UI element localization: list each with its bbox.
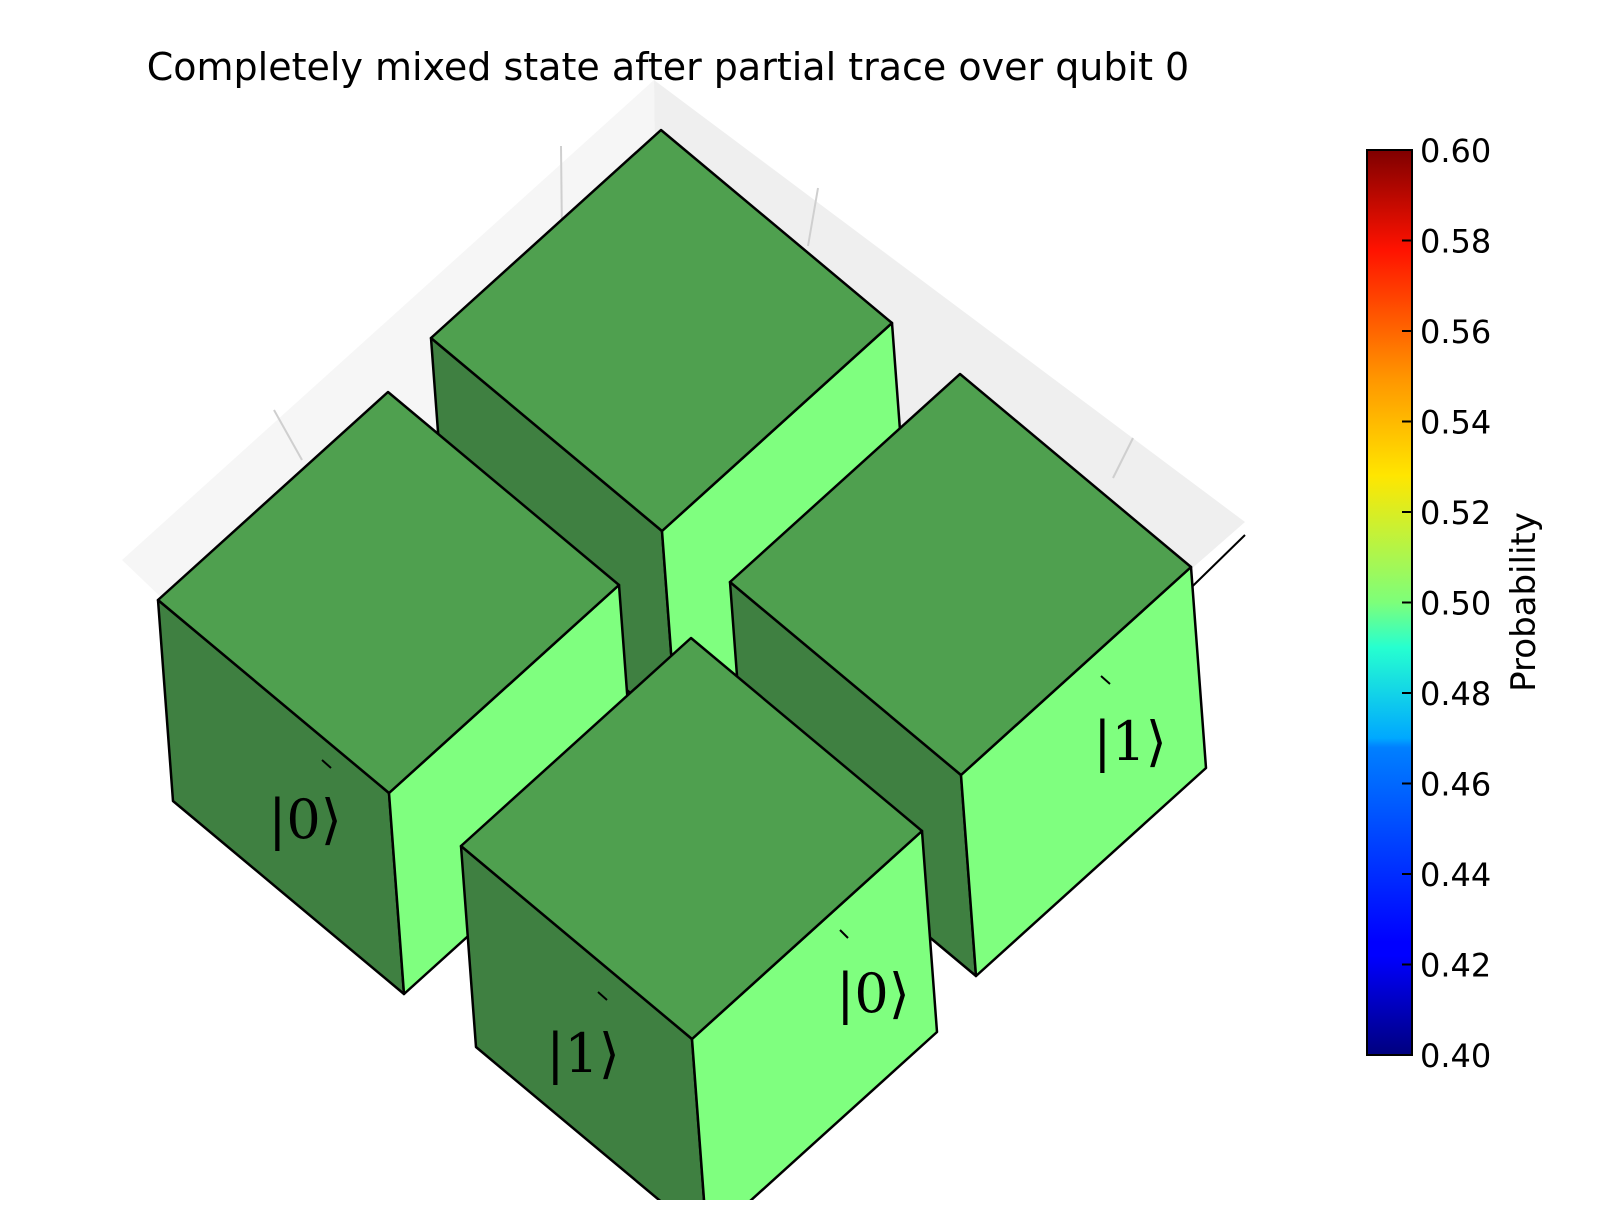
- colorbar-tick-label: 0.48: [1420, 675, 1491, 713]
- colorbar-tick-label: 0.60: [1420, 132, 1491, 170]
- bar-top: [459, 636, 924, 1041]
- colorbar-tick-label: 0.46: [1420, 766, 1491, 804]
- x-tick: [597, 991, 608, 1001]
- bars-layer: [156, 128, 1208, 1205]
- colorbar-tick-label: 0.56: [1420, 313, 1491, 351]
- colorbar-tick-label: 0.40: [1420, 1037, 1491, 1075]
- y-ticklabel-1: |1⟩: [1093, 710, 1167, 773]
- bar-top: [728, 372, 1193, 777]
- colorbar-ticks: 0.40 0.42 0.44 0.46 0.48 0.50 0.52 0.54 0.56 0.58…: [1402, 132, 1491, 1075]
- ticks-layer: |0⟩ |1⟩ |0⟩ |1⟩: [268, 675, 1167, 1085]
- colorbar-tick-label: 0.42: [1420, 947, 1491, 985]
- colorbar-tick-label: 0.50: [1420, 585, 1491, 623]
- x-ticklabel-0: |0⟩: [268, 788, 342, 851]
- pane-gridline: [273, 409, 303, 461]
- pane-gridline: [1112, 437, 1134, 479]
- colorbar-tick-label: 0.54: [1420, 404, 1491, 442]
- colorbar-tick-label: 0.58: [1420, 223, 1491, 261]
- bar-top: [429, 128, 894, 533]
- colorbar-tick-label: 0.52: [1420, 494, 1491, 532]
- x-ticklabel-1: |1⟩: [546, 1022, 620, 1085]
- pane-gridline: [807, 187, 819, 247]
- bar-top: [156, 390, 621, 795]
- colorbar: 0.40 0.42 0.44 0.46 0.48 0.50 0.52 0.54 0.56 0.58…: [1366, 132, 1544, 1075]
- x-tick: [321, 759, 332, 769]
- chart-title: Completely mixed state after partial tra…: [147, 45, 1189, 89]
- y-ticklabel-0: |0⟩: [836, 962, 910, 1025]
- colorbar-label: Probability: [1504, 512, 1544, 692]
- y-tick: [839, 929, 849, 939]
- y-tick: [1100, 675, 1111, 685]
- colorbar-tick-label: 0.44: [1420, 856, 1491, 894]
- bar-0-0: [156, 390, 636, 996]
- bar-1-0: [459, 636, 939, 1205]
